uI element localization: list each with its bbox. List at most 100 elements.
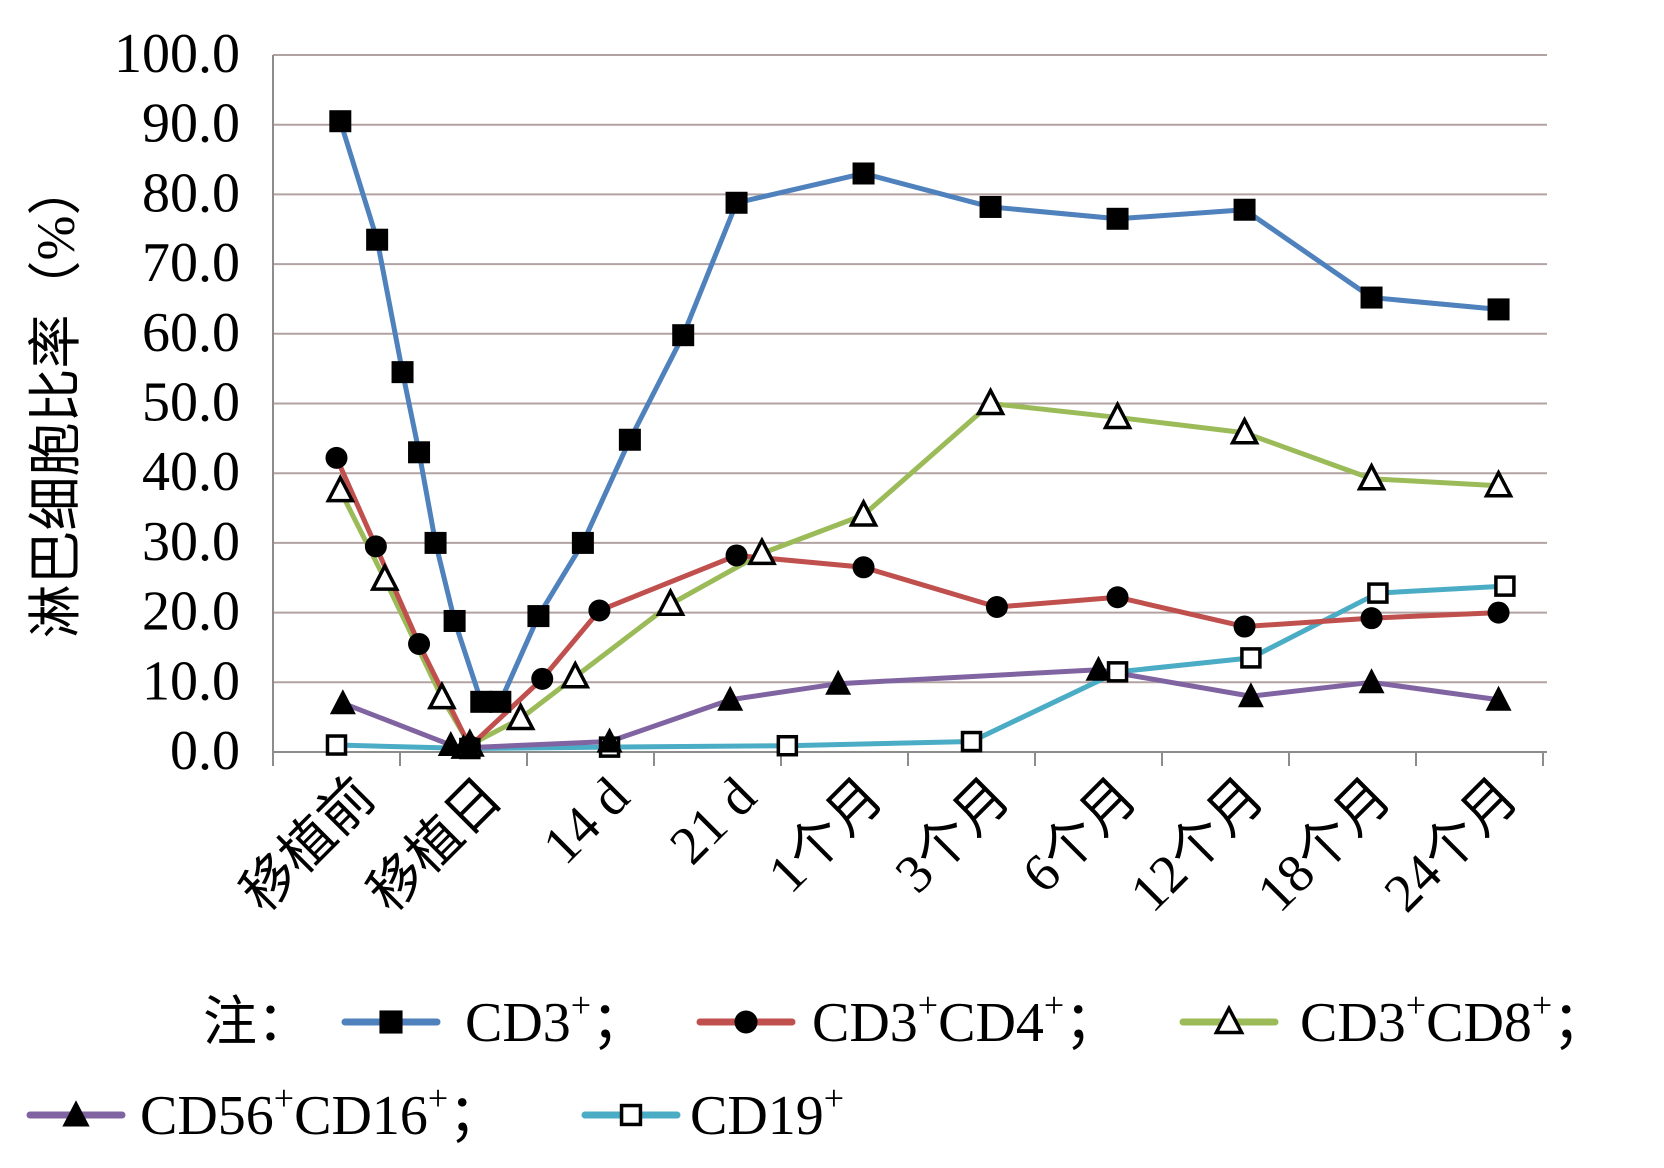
data-point: [1485, 685, 1512, 711]
data-point: [391, 361, 414, 384]
axes: [272, 55, 1547, 766]
data-point: [975, 386, 1006, 416]
legend-label-suffix: ；: [591, 992, 647, 1054]
y-tick-label: 60.0: [142, 302, 240, 364]
legend-label-sup: +: [918, 985, 938, 1025]
data-point: [560, 659, 591, 689]
series-group: [325, 110, 1516, 760]
data-point: [424, 531, 447, 554]
data-point: [1237, 682, 1264, 708]
data-point: [852, 556, 875, 579]
series-markers: [325, 575, 1516, 760]
data-point: [588, 599, 611, 622]
data-point: [527, 605, 550, 628]
x-tick-label: 21 d: [658, 766, 767, 875]
legend-entry: CD56+​CD16+​；: [26, 1078, 504, 1147]
data-point: [1360, 607, 1383, 630]
legend-label-suffix: ；: [1552, 992, 1608, 1054]
data-point: [366, 228, 389, 251]
legend-label-sup: +: [571, 985, 591, 1025]
y-tick-label: 0.0: [170, 720, 240, 782]
legend-label-part: CD3: [1300, 992, 1406, 1054]
gridlines: [273, 54, 1547, 684]
data-point: [960, 730, 983, 753]
legend-label-part: CD4: [938, 992, 1044, 1054]
data-point: [655, 587, 686, 616]
data-point: [1240, 647, 1262, 669]
data-point: [1356, 461, 1387, 491]
data-point: [505, 701, 536, 731]
legend-label-suffix: ；: [1064, 992, 1120, 1054]
data-point: [1487, 601, 1510, 624]
legend-label-sup: +: [1532, 985, 1552, 1025]
legend-label-part: CD8: [1426, 992, 1532, 1054]
x-tick-label: 18个月: [1246, 766, 1403, 923]
series-markers: [329, 110, 1510, 713]
data-point: [852, 162, 875, 185]
data-point: [1106, 586, 1129, 609]
legend-entry: CD3+​CD4+​；: [696, 985, 1120, 1054]
y-tick-label: 10.0: [142, 650, 240, 712]
y-tick-label: 90.0: [142, 93, 240, 155]
legend-swatch-marker: [734, 1010, 758, 1034]
data-point: [531, 667, 554, 690]
legend-prefix: 注：: [203, 992, 311, 1052]
legend-label-part: CD3: [465, 992, 571, 1054]
data-point: [408, 632, 431, 655]
data-point: [325, 473, 356, 503]
data-point: [1487, 298, 1510, 321]
y-tick-label: 40.0: [142, 441, 240, 503]
data-point: [329, 689, 356, 715]
data-point: [1367, 582, 1389, 604]
data-point: [364, 535, 387, 558]
data-point: [1233, 615, 1256, 638]
data-point: [458, 735, 481, 758]
x-tick-label: 移植日: [357, 766, 514, 923]
legend-label: CD3+​CD8+​；: [1300, 985, 1608, 1054]
data-point: [725, 191, 748, 214]
legend-swatch-marker: [619, 1103, 643, 1127]
data-point: [1102, 400, 1133, 430]
data-point: [1106, 661, 1129, 683]
data-point: [443, 609, 466, 632]
data-point: [825, 669, 852, 695]
data-point: [427, 680, 457, 710]
legend-label-sup: +: [1044, 985, 1064, 1025]
series-line: [337, 118, 1502, 705]
y-tick-label: 30.0: [142, 511, 240, 573]
legend-entry: CD19+​: [581, 1078, 844, 1147]
data-point: [1085, 655, 1112, 681]
legend-label-sup: +: [428, 1078, 448, 1118]
data-point: [596, 727, 623, 753]
legend-label-sup: +: [824, 1078, 844, 1118]
data-point: [979, 195, 1002, 218]
legend-label: CD56+​CD16+​；: [140, 1078, 504, 1147]
data-point: [369, 562, 400, 591]
y-tick-label: 100.0: [114, 23, 240, 85]
y-tick-label: 20.0: [142, 581, 240, 643]
x-tick-label: 1个月: [757, 766, 895, 904]
x-tick-label: 14 d: [531, 766, 640, 875]
data-point: [1106, 207, 1129, 230]
legend-label-part: CD3: [812, 992, 918, 1054]
data-point: [408, 441, 431, 464]
data-point: [672, 324, 695, 347]
data-point: [329, 110, 352, 133]
x-tick-label: 24个月: [1373, 766, 1530, 923]
data-point: [1494, 575, 1516, 597]
data-point: [776, 734, 799, 757]
legend-swatch-marker: [1213, 1004, 1245, 1035]
y-tick-label: 50.0: [142, 372, 240, 434]
legend-label-suffix: ；: [448, 1085, 504, 1147]
data-point: [725, 544, 748, 567]
data-point: [848, 498, 879, 527]
data-point: [1233, 198, 1256, 221]
data-point: [1360, 286, 1383, 309]
x-tick-label: 3个月: [884, 766, 1022, 904]
data-point: [1358, 668, 1385, 694]
x-tick-label: 移植前: [230, 766, 387, 923]
data-point: [325, 446, 348, 469]
data-point: [985, 596, 1008, 619]
data-point: [470, 690, 493, 713]
